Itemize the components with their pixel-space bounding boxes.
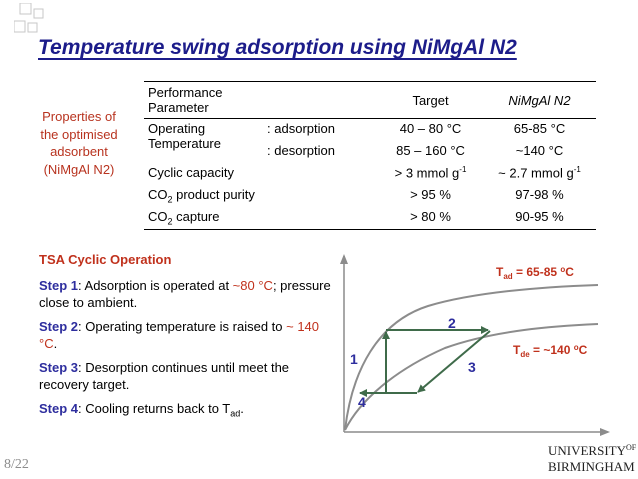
label-sub: ad	[503, 272, 512, 281]
header-nimgal: NiMgAl N2	[482, 81, 596, 119]
page-number: 8/22	[4, 457, 29, 472]
cell-parameter: Operating Temperature	[148, 121, 221, 151]
step-label: Step 4	[39, 401, 79, 416]
note-line: (NiMgAl N2)	[43, 161, 115, 177]
step-text: : Adsorption is operated at	[78, 278, 233, 293]
label-sup: o	[574, 343, 579, 352]
performance-table: Performance Parameter Target NiMgAl N2 O…	[144, 81, 596, 230]
param-pre: CO	[148, 187, 168, 202]
param-post: product purity	[172, 187, 255, 202]
table-row: : desorption 85 – 160 °C ~140 °C	[144, 141, 596, 163]
upper-curve-label: Tad = 65-85 oC	[496, 265, 574, 281]
step-item: Step 3: Desorption continues until meet …	[39, 359, 339, 393]
step-item: Step 1: Adsorption is operated at ~80 °C…	[39, 277, 339, 311]
header-parameter: Performance Parameter	[144, 81, 264, 119]
x-axis-arrowhead	[600, 428, 610, 436]
step-text: : Desorption continues until meet the re…	[39, 360, 290, 392]
step-text: .	[240, 401, 244, 416]
step-text: : Cooling returns back to T	[78, 401, 231, 416]
cell-value: 97-98 %	[515, 187, 564, 202]
value-text: ~ 2.7 mmol g	[498, 165, 574, 181]
step-item: Step 2: Operating temperature is raised …	[39, 318, 339, 352]
table-row: Cyclic capacity > 3 mmol g-1 ~ 2.7 mmol …	[144, 163, 596, 185]
tsa-heading: TSA Cyclic Operation	[39, 252, 172, 267]
label-sup: o	[560, 265, 565, 274]
cell-target: > 3 mmol g-1	[378, 163, 483, 185]
param-pre: CO	[148, 209, 168, 224]
lower-isotherm-curve	[344, 323, 599, 431]
table-header-row: Performance Parameter Target NiMgAl N2	[144, 81, 596, 119]
cell-target: > 95 %	[410, 187, 451, 202]
adsorbent-properties-note: Properties of the optimised adsorbent (N…	[26, 108, 132, 178]
step-highlight: ~ 140 °C	[39, 319, 320, 351]
cell-parameter: Cyclic capacity	[148, 165, 234, 180]
label-rest: = ~140	[530, 343, 574, 357]
step-number-1: 1	[350, 351, 358, 367]
step-label: Step 3	[39, 360, 79, 375]
label-t: T	[496, 265, 504, 279]
label-t: T	[513, 343, 521, 357]
step-3-arrow	[417, 330, 491, 393]
note-line: the optimised	[40, 126, 118, 142]
step-sub: ad	[230, 408, 241, 419]
cell-target: 85 – 160 °C	[396, 143, 465, 158]
step-number-3: 3	[468, 359, 476, 375]
cell-parameter: CO2 product purity	[144, 185, 378, 207]
header-nimgal-text: NiMgAl N2	[508, 92, 571, 108]
label-sub: de	[520, 350, 530, 359]
logo-line-2: BIRMINGHAM	[548, 459, 635, 474]
label-rest: = 65-85	[513, 265, 561, 279]
step-text: ; pressure close to ambient.	[39, 278, 331, 310]
note-line: Properties of	[42, 109, 116, 124]
cell-value: 90-95 %	[482, 207, 596, 230]
logo-text: UNIVERSITY	[548, 443, 626, 458]
logo-line-1: UNIVERSITYOF	[548, 440, 638, 459]
step-text: : Operating temperature is raised to	[78, 319, 287, 334]
y-axis-arrowhead	[340, 254, 348, 264]
tsa-steps: TSA Cyclic Operation Step 1: Adsorption …	[39, 251, 339, 430]
table-row: CO2 product purity > 95 % 97-98 %	[144, 185, 596, 207]
table-row: CO2 capture > 80 % 90-95 %	[144, 207, 596, 230]
label-end: C	[565, 265, 574, 279]
table-row: Operating Temperature : adsorption 40 – …	[144, 119, 596, 151]
slide-title: Temperature swing adsorption using NiMgA…	[38, 36, 517, 59]
step-label: Step 2	[39, 319, 79, 334]
header-target: Target	[378, 81, 483, 119]
decorative-squares	[14, 3, 44, 33]
step-number-2: 2	[448, 315, 456, 331]
cell-value: ~140 °C	[515, 143, 564, 158]
cell-target: > 80 %	[378, 207, 483, 230]
target-sup: -1	[459, 165, 467, 174]
step-label: Step 1	[39, 278, 79, 293]
cell-parameter: CO2 capture	[144, 207, 379, 230]
param-post: capture	[172, 209, 220, 224]
value-sup: -1	[573, 165, 581, 174]
note-line: adsorbent	[50, 144, 108, 159]
step-number-4: 4	[358, 394, 366, 410]
cell-sub: : adsorption	[267, 121, 335, 136]
cell-value: ~ 2.7 mmol g-1	[483, 163, 596, 185]
lower-curve-label: Tde = ~140 oC	[513, 343, 588, 359]
upper-isotherm-curve	[344, 284, 599, 431]
cell-value: 65-85 °C	[513, 121, 566, 136]
cell-sub: : desorption	[267, 143, 335, 158]
header-blank	[263, 81, 379, 119]
university-logo: UNIVERSITYOF BIRMINGHAM	[548, 440, 638, 476]
param-sub: 2	[167, 194, 173, 205]
step-text: .	[53, 336, 58, 351]
step-highlight: ~80 °C	[232, 278, 273, 293]
target-text: > 3 mmol g	[394, 165, 460, 181]
cell-target: 40 – 80 °C	[399, 121, 462, 136]
label-end: C	[579, 343, 588, 357]
logo-sup: OF	[626, 443, 637, 452]
axes	[340, 254, 610, 436]
param-sub: 2	[167, 216, 173, 227]
step-item: Step 4: Cooling returns back to Tad.	[39, 400, 339, 423]
